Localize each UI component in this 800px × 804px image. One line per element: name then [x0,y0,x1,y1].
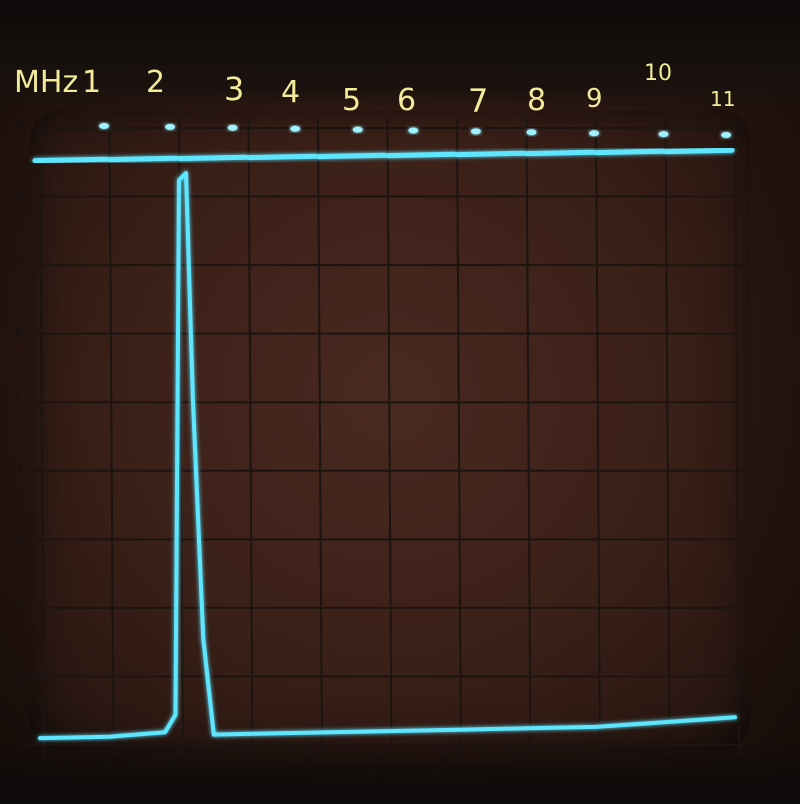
marker-label: 2 [146,65,165,100]
marker-label: 3 [224,70,244,108]
grid-line-vertical [734,117,740,756]
frequency-marker-dot [470,128,481,135]
marker-label: 1 [82,65,101,100]
handwritten-labels: MHz 1 2 3 4 5 6 7 8 9 10 11 [14,61,735,120]
frequency-marker-dot [99,123,110,129]
reference-trace-segment [176,154,248,162]
marker-label: 11 [710,87,735,111]
grid-line-vertical [108,117,115,756]
frequency-marker-dot [165,123,176,130]
x-tick-label: 3 [238,754,245,768]
grid-line-vertical [595,117,601,756]
x-tick-label: 9 [646,754,653,768]
frequency-marker-dot [290,125,301,132]
marker-label: 4 [281,75,300,110]
reference-trace-segment [385,151,457,159]
frequency-marker-dot [658,131,669,138]
y-tick-label: 2 [15,601,22,615]
frequency-marker-dot [408,127,419,134]
grid-line-vertical [247,117,254,756]
frequency-marker-dot [589,130,600,137]
grid-line-vertical [317,117,323,756]
frequency-marker-dot [227,124,238,131]
frequency-marker-dots [99,123,732,138]
y-tick-label: 8 [15,188,22,202]
marker-label: 8 [527,83,546,118]
scope-bezel-bottom [0,740,800,804]
frequency-marker-dot [352,126,363,133]
reference-trace-segment [246,153,318,161]
grid-line-vertical [456,117,462,756]
y-tick-labels: 1 2 3 4 5 6 7 8 9 [15,119,22,684]
x-tick-label: 7 [510,754,517,768]
signal-trace [38,171,737,741]
scope-bezel-top [0,0,800,110]
grid-line-vertical [664,117,671,756]
x-tick-label: 6 [442,754,449,768]
grid-line-vertical [525,117,532,756]
x-tick-label: 4 [306,754,313,768]
x-tick-label: 5 [374,754,381,768]
marker-label: 10 [644,61,672,86]
graticule-grid [30,117,745,756]
y-tick-label: 5 [15,394,22,408]
reference-trace-segment [315,152,387,160]
reference-trace [32,147,735,164]
frequency-marker-dot [526,129,537,136]
reference-trace-segment [107,155,179,163]
marker-label: 6 [397,83,416,118]
y-tick-label: 9 [15,119,22,133]
reference-trace-segment [593,148,665,156]
x-tick-label: 8 [578,754,585,768]
y-tick-label: 3 [15,532,22,546]
grid-line-vertical [386,117,393,756]
x-tick-label: 2 [170,754,177,768]
reference-trace-segment [663,147,735,155]
y-tick-label: 7 [15,257,22,271]
reference-trace-segment [524,149,596,157]
y-tick-label: 1 [15,670,22,684]
marker-label: 7 [468,82,488,120]
unit-label: MHz [14,65,78,100]
marker-label: 5 [342,83,361,118]
grid-line-vertical [39,117,45,756]
frequency-marker-dot [721,132,732,138]
reference-trace-segment [454,150,526,158]
y-tick-label: 6 [15,326,22,340]
y-tick-label: 4 [15,463,22,477]
x-tick-labels: 1 2 3 4 5 6 7 8 9 [101,754,653,768]
x-tick-label: 1 [101,754,108,768]
marker-label: 9 [586,84,603,114]
reference-trace-segment [32,156,109,164]
